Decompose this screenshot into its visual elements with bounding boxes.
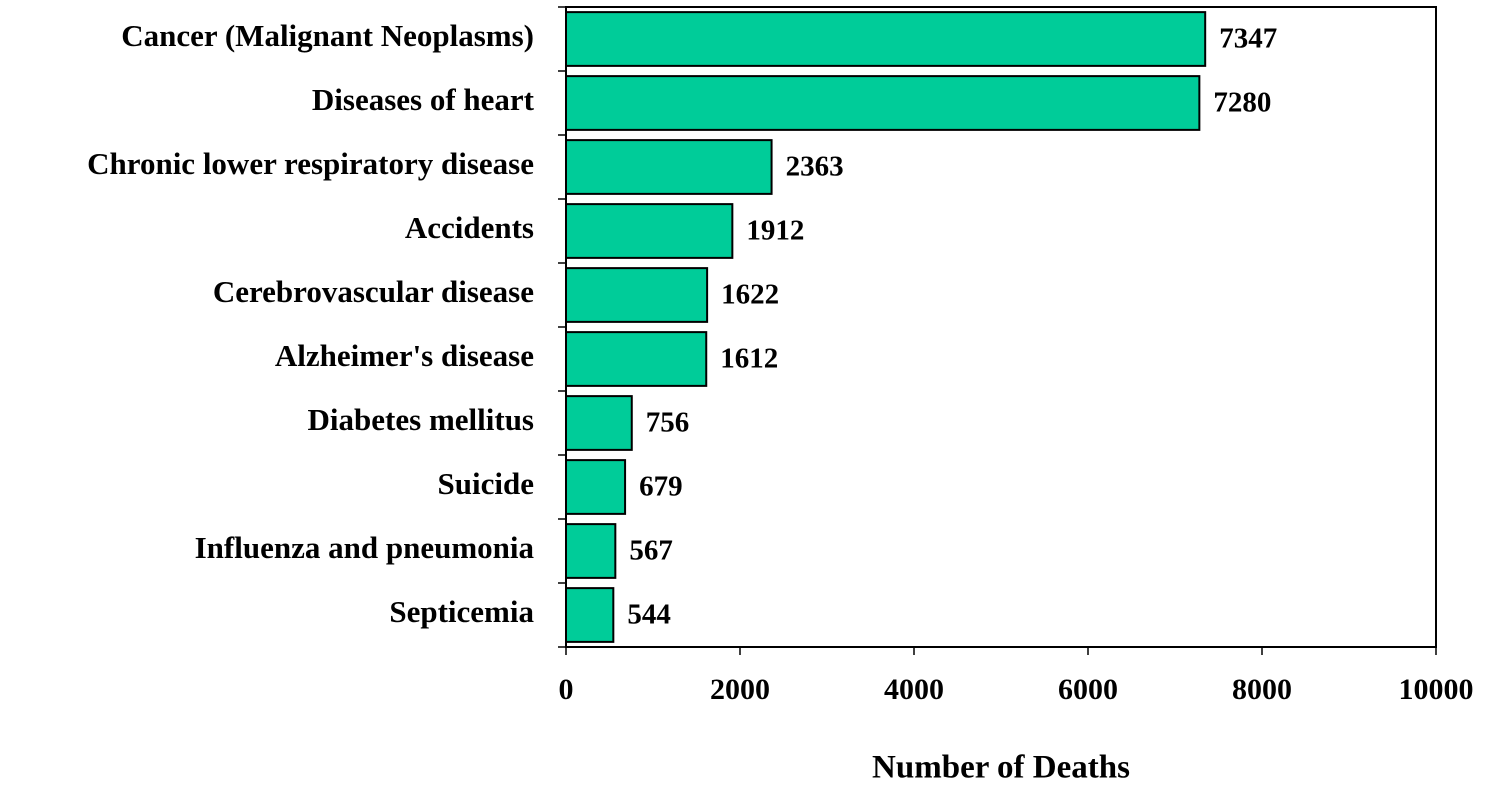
y-tick-label: Influenza and pneumonia <box>195 530 535 565</box>
value-label: 679 <box>639 471 683 503</box>
y-tick-label: Cancer (Malignant Neoplasms) <box>121 18 534 53</box>
bar <box>565 139 773 195</box>
x-tick-label: 2000 <box>710 673 770 706</box>
bar <box>565 267 709 323</box>
x-tick-label: 8000 <box>1232 673 1292 706</box>
y-tick-label: Septicemia <box>389 594 534 629</box>
y-tick-label: Accidents <box>405 210 534 245</box>
bar <box>565 523 617 579</box>
y-tick-label: Chronic lower respiratory disease <box>87 146 534 181</box>
value-label: 7280 <box>1213 87 1271 119</box>
y-tick-label: Cerebrovascular disease <box>213 274 534 309</box>
value-label: 1912 <box>746 215 804 247</box>
bar <box>565 11 1207 67</box>
value-label: 1622 <box>721 279 779 311</box>
x-axis-title: Number of Deaths <box>872 750 1130 785</box>
x-tick-label: 10000 <box>1399 673 1474 706</box>
x-tick-label: 6000 <box>1058 673 1118 706</box>
bar <box>565 459 627 515</box>
bar <box>565 203 734 259</box>
y-tick-label: Alzheimer's disease <box>275 338 534 373</box>
x-tick-label: 0 <box>559 673 574 706</box>
value-label: 567 <box>629 535 673 567</box>
bar <box>565 331 708 387</box>
bar <box>565 75 1201 131</box>
value-label: 1612 <box>720 343 778 375</box>
value-label: 7347 <box>1219 23 1277 55</box>
value-label: 756 <box>646 407 690 439</box>
x-tick-label: 4000 <box>884 673 944 706</box>
value-label: 2363 <box>786 151 844 183</box>
value-label: 544 <box>627 599 671 631</box>
bar <box>565 587 615 643</box>
y-tick-label: Suicide <box>438 466 534 501</box>
y-tick-label: Diabetes mellitus <box>308 402 534 437</box>
bar <box>565 395 633 451</box>
y-tick-label: Diseases of heart <box>312 82 535 117</box>
